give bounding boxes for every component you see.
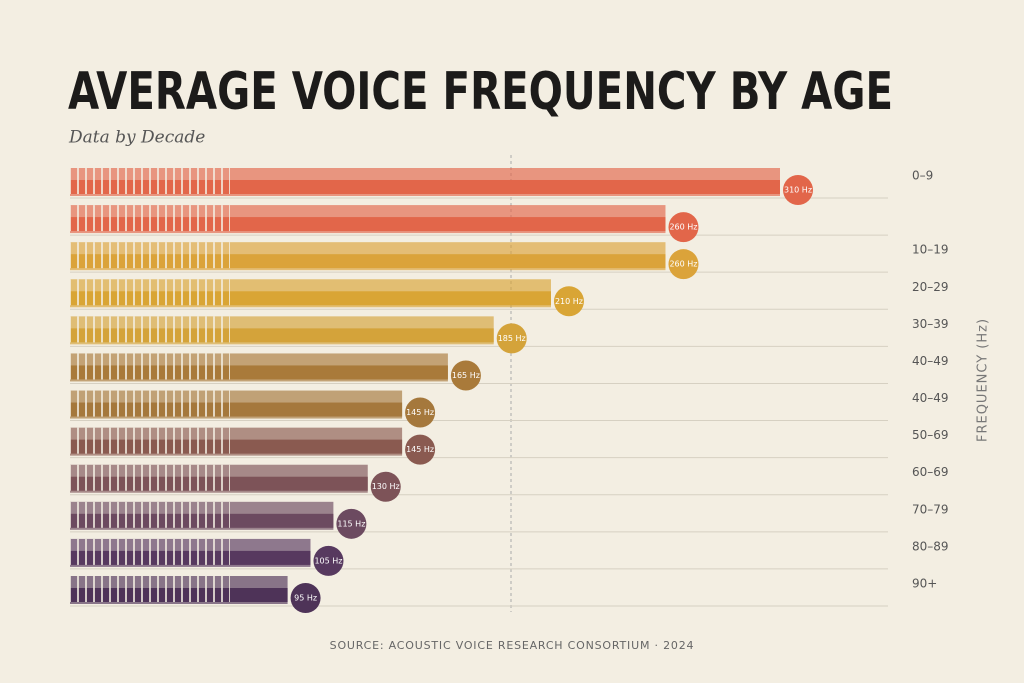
category-label: 80–89 [912,539,949,553]
value-badge [668,212,699,243]
value-label: 130 Hz [372,482,400,491]
bar-texture [70,427,230,454]
bar-texture [70,279,230,306]
bar-texture [70,576,230,602]
value-badge [668,249,699,280]
value-badge [496,323,527,354]
bar-texture [70,353,230,380]
bar-texture [70,538,230,565]
category-label: 50–69 [912,428,949,442]
value-label: 260 Hz [669,223,697,232]
category-label: 10–19 [912,243,949,257]
value-badge [313,545,344,576]
category-label: 40–49 [912,354,949,368]
value-badge [783,175,813,205]
bar-texture [70,316,230,343]
chart-subtitle: Data by Decade [68,128,205,148]
bar-texture [70,205,230,232]
value-label: 210 Hz [555,297,583,306]
value-label: 145 Hz [406,408,434,417]
category-label: 90+ [912,577,937,591]
value-label: 95 Hz [294,594,317,603]
category-label: 0–9 [912,169,933,183]
bar-texture [70,464,230,491]
value-badge [450,360,481,391]
value-badge [553,286,584,317]
value-badge [405,434,436,465]
value-badge [336,508,367,539]
category-label: 30–39 [912,317,949,331]
value-label: 310 Hz [784,186,812,195]
value-label: 115 Hz [337,519,365,528]
category-label: 40–49 [912,391,949,405]
source: SOURCE: ACOUSTIC VOICE RESEARCH CONSORTI… [330,639,695,652]
value-badge [370,471,401,502]
value-label: 260 Hz [669,260,697,269]
value-label: 185 Hz [498,334,526,343]
category-label: 60–69 [912,465,949,479]
chart-title: AVERAGE VOICE FREQUENCY BY AGE [68,62,893,122]
category-label: 70–79 [912,502,949,516]
value-label: 145 Hz [406,445,434,454]
bar-core [70,180,780,194]
bar-texture [70,390,230,417]
category-label: 20–29 [912,280,949,294]
value-badge [405,397,436,428]
bar-texture [70,168,230,194]
bar-texture [70,242,230,269]
bar-texture [70,501,230,528]
value-label: 105 Hz [314,556,342,565]
value-badge [290,583,321,613]
value-label: 165 Hz [452,371,480,380]
axis-label: FREQUENCY (Hz) [976,318,991,442]
